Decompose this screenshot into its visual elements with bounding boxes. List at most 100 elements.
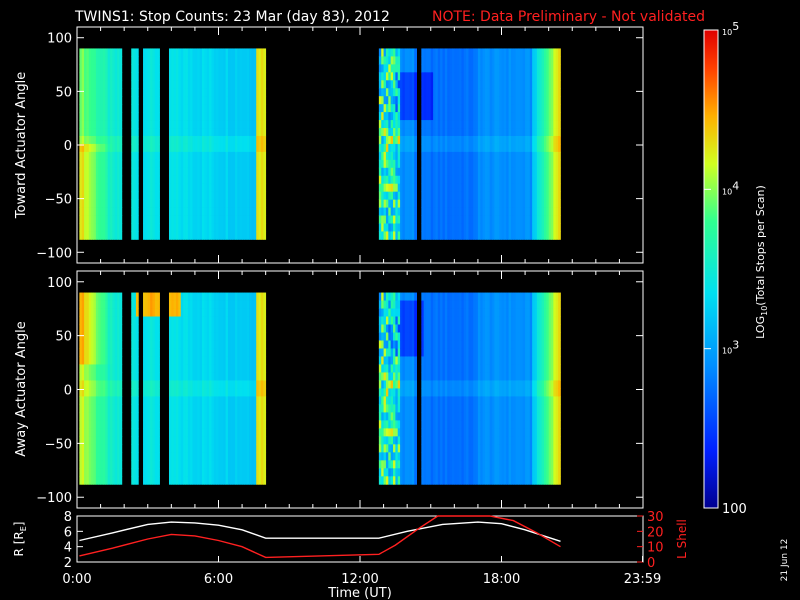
- heatmap-cell: [244, 120, 248, 129]
- heatmap-cell: [133, 340, 137, 349]
- heatmap-cell: [107, 207, 111, 216]
- heatmap-cell: [220, 159, 224, 169]
- heatmap-cell: [95, 380, 99, 389]
- heatmap-cell: [397, 96, 401, 105]
- heatmap-cell: [192, 316, 196, 325]
- heatmap-cell: [404, 183, 408, 193]
- heatmap-cell: [147, 444, 151, 453]
- heatmap-cell: [183, 159, 186, 169]
- heatmap-cell: [378, 135, 382, 145]
- heatmap-cell: [251, 64, 255, 73]
- heatmap-cell: [525, 135, 528, 145]
- heatmap-cell: [461, 175, 465, 185]
- heatmap-cell: [176, 151, 179, 161]
- heatmap-cell: [105, 444, 109, 453]
- heatmap-cell: [246, 167, 250, 177]
- heatmap-cell: [107, 104, 111, 113]
- heatmap-cell: [201, 96, 205, 105]
- heatmap-cell: [105, 380, 109, 389]
- heatmap-cell: [213, 316, 217, 325]
- heatmap-cell: [117, 175, 120, 185]
- heatmap-cell: [225, 340, 229, 349]
- heatmap-cell: [237, 223, 241, 232]
- heatmap-cell: [496, 191, 500, 201]
- heatmap-cell: [235, 88, 238, 97]
- heatmap-cell: [534, 199, 538, 208]
- heatmap-cell: [251, 151, 255, 161]
- heatmap-cell: [249, 151, 252, 161]
- heatmap-cell: [404, 215, 408, 224]
- heatmap-cell: [546, 96, 550, 105]
- heatmap-cell: [194, 175, 198, 185]
- heatmap-cell: [237, 175, 241, 185]
- heatmap-cell: [430, 167, 434, 177]
- heatmap-cell: [494, 159, 498, 169]
- heatmap-cell: [168, 191, 172, 201]
- heatmap-cell: [249, 72, 252, 81]
- heatmap-cell: [239, 120, 243, 129]
- heatmap-cell: [423, 183, 427, 193]
- heatmap-cell: [154, 332, 158, 341]
- heatmap-cell: [510, 104, 514, 113]
- heatmap-cell: [482, 112, 486, 121]
- heatmap-cell: [135, 364, 139, 373]
- heatmap-cell: [444, 143, 448, 153]
- heatmap-cell: [117, 340, 120, 349]
- heatmap-cell: [201, 143, 205, 153]
- heatmap-cell: [496, 56, 500, 65]
- heatmap-cell: [520, 143, 524, 153]
- heatmap-cell: [187, 56, 191, 65]
- heatmap-cell: [263, 143, 267, 153]
- heatmap-cell: [515, 199, 519, 208]
- heatmap-cell: [119, 300, 123, 309]
- heatmap-cell: [102, 476, 106, 485]
- heatmap-cell: [147, 308, 151, 317]
- heatmap-cell: [220, 128, 224, 137]
- heatmap-cell: [477, 128, 481, 137]
- heatmap-cell: [484, 120, 488, 129]
- heatmap-cell: [154, 48, 158, 57]
- heatmap-cell: [256, 199, 259, 208]
- heatmap-cell: [428, 128, 432, 137]
- heatmap-cell: [263, 215, 267, 224]
- heatmap-cell: [492, 143, 495, 153]
- heatmap-cell: [88, 151, 92, 161]
- heatmap-cell: [529, 135, 533, 145]
- heatmap-cell: [119, 167, 123, 177]
- heatmap-cell: [88, 48, 92, 57]
- heatmap-cell: [393, 223, 396, 232]
- heatmap-cell: [466, 80, 469, 89]
- heatmap-cell: [437, 207, 441, 216]
- heatmap-cell: [237, 364, 241, 373]
- heatmap-cell: [242, 104, 245, 113]
- heatmap-cell: [437, 120, 441, 129]
- heatmap-cell: [470, 56, 474, 65]
- heatmap-cell: [477, 199, 481, 208]
- heatmap-cell: [423, 64, 427, 73]
- heatmap-cell: [154, 223, 158, 232]
- heatmap-cell: [117, 56, 120, 65]
- heatmap-cell: [171, 167, 175, 177]
- heatmap-cell: [263, 159, 267, 169]
- heatmap-cell: [501, 167, 505, 177]
- heatmap-cell: [244, 468, 248, 477]
- heatmap-cell: [393, 175, 396, 185]
- heatmap-cell: [242, 452, 245, 461]
- heatmap-cell: [230, 444, 234, 453]
- heatmap-cell: [147, 223, 151, 232]
- heatmap-cell: [249, 380, 252, 389]
- heatmap-cell: [244, 340, 248, 349]
- heatmap-cell: [494, 128, 498, 137]
- heatmap-cell: [451, 223, 455, 232]
- heatmap-cell: [168, 444, 172, 453]
- heatmap-cell: [223, 151, 226, 161]
- heatmap-cell: [381, 143, 384, 153]
- heatmap-cell: [79, 167, 83, 177]
- heatmap-cell: [501, 151, 505, 161]
- heatmap-cell: [178, 396, 182, 405]
- heatmap-cell: [466, 96, 469, 105]
- heatmap-cell: [88, 56, 92, 65]
- heatmap-cell: [527, 80, 531, 89]
- heatmap-cell: [216, 56, 219, 65]
- heatmap-cell: [100, 364, 104, 373]
